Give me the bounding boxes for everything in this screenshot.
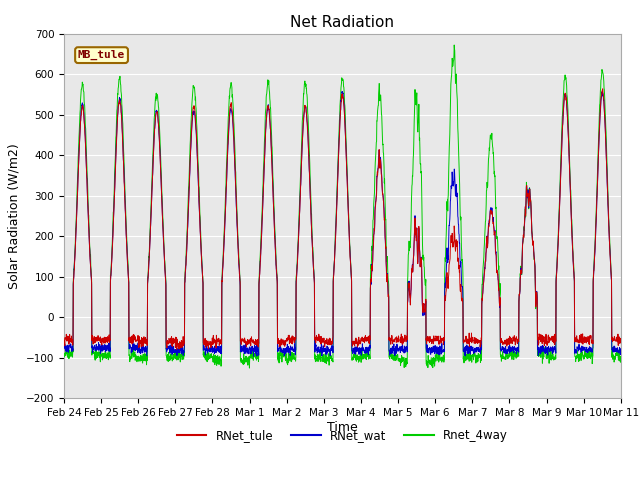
Title: Net Radiation: Net Radiation [291,15,394,30]
Y-axis label: Solar Radiation (W/m2): Solar Radiation (W/m2) [7,143,20,289]
X-axis label: Time: Time [327,421,358,434]
Text: MB_tule: MB_tule [78,50,125,60]
Legend: RNet_tule, RNet_wat, Rnet_4way: RNet_tule, RNet_wat, Rnet_4way [172,425,513,447]
